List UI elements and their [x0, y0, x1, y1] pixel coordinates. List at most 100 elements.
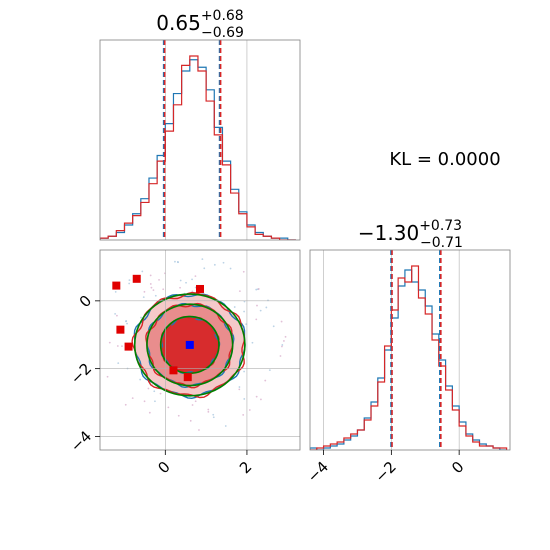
scatter-point [257, 288, 260, 290]
scatter-point [116, 345, 119, 347]
scatter-point [126, 322, 128, 325]
scatter-point [176, 261, 179, 263]
top-series_a-steps [100, 59, 296, 240]
scatter-point [203, 267, 206, 270]
green-contour-2 [133, 293, 246, 397]
scatter-point [212, 416, 215, 419]
scatter-point [191, 404, 194, 406]
right-histogram-frame [309, 249, 511, 451]
scatter-point [256, 304, 258, 307]
scatter-point [222, 261, 225, 264]
contour-xtick-label-0: 0 [154, 458, 173, 477]
scatter-point [242, 270, 245, 273]
top-histogram-frame [99, 39, 301, 241]
scatter-point [189, 419, 192, 422]
scatter-point [260, 398, 262, 401]
scatter-point [191, 290, 194, 293]
scatter-point [194, 400, 197, 403]
scatter-point [238, 388, 241, 391]
scatter-point [142, 296, 145, 299]
contour-xtick-label-1: 2 [236, 458, 255, 477]
blue-marker-0 [185, 340, 194, 349]
scatter-point [238, 386, 241, 388]
scatter-point [194, 275, 197, 278]
scatter-point [179, 286, 181, 289]
right-xtick-label-0: −4 [304, 458, 332, 486]
scatter-point [279, 355, 282, 357]
scatter-point [233, 306, 236, 308]
scatter-point [251, 341, 254, 344]
scatter-point [248, 409, 251, 411]
right-xtick-label-2: 0 [448, 458, 467, 477]
scatter-point [154, 294, 157, 297]
scatter-point [148, 411, 151, 414]
scatter-point [149, 283, 152, 285]
top-histogram-title: 0.65+0.68 [156, 8, 243, 35]
right-series_a-steps [310, 269, 507, 450]
scatter-point [201, 258, 204, 261]
scatter-point [128, 279, 131, 282]
scatter-point [243, 310, 246, 313]
scatter-point [143, 400, 146, 403]
scatter-point [282, 340, 285, 342]
scatter-point [255, 318, 258, 321]
scatter-point [281, 345, 283, 348]
scatter-point [174, 260, 176, 263]
scatter-point [158, 278, 160, 281]
scatter-point [131, 397, 134, 400]
contour-ytick-label-0: 0 [76, 292, 95, 311]
contour-panel: 0 2 0 −2 −4 [67, 249, 301, 477]
contour-frame [99, 249, 301, 451]
scatter-point [242, 414, 245, 416]
top-series_b-steps [100, 55, 296, 240]
scatter-point [125, 320, 128, 322]
right-histogram-title: −1.30+0.73 [358, 218, 462, 245]
scatter-point [177, 414, 180, 417]
scatter-point [153, 390, 156, 393]
scatter-point [124, 403, 127, 406]
scatter-point [149, 274, 152, 277]
kl-annotation: KL = 0.0000 [389, 149, 500, 170]
red-marker-5 [169, 366, 178, 375]
scatter-point [284, 335, 287, 338]
scatter-point [265, 306, 268, 309]
scatter-point [106, 375, 109, 378]
scatter-point [198, 429, 200, 431]
scatter-point [143, 290, 146, 293]
red-marker-3 [116, 325, 125, 334]
scatter-point [213, 263, 216, 266]
scatter-point [140, 316, 142, 319]
scatter-point [207, 410, 210, 413]
top-histogram-title-lower: −0.69 [201, 25, 244, 41]
scatter-point [114, 290, 117, 293]
scatter-point [141, 270, 144, 273]
scatter-point [243, 370, 246, 373]
scatter-point [114, 312, 117, 315]
right-series_b-steps [310, 265, 508, 450]
top-histogram-panel: 0.65+0.68 −0.69 [99, 8, 301, 241]
scatter-point [128, 282, 131, 285]
right-histogram-panel: −1.30+0.73 −0.71 −4 −2 0 [304, 218, 511, 486]
scatter-point [243, 398, 246, 400]
red-marker-1 [132, 274, 141, 283]
green-contour-1 [146, 303, 234, 387]
scatter-point [280, 320, 283, 323]
scatter-point [207, 408, 210, 411]
red-marker-2 [196, 284, 204, 293]
scatter-point [147, 387, 150, 390]
scatter-point [255, 395, 258, 398]
red-marker-0 [112, 281, 121, 290]
scatter-point [185, 281, 187, 284]
right-xtick-label-1: −2 [371, 458, 399, 486]
scatter-point [117, 362, 120, 365]
scatter-point [238, 290, 241, 293]
scatter-point [224, 425, 227, 427]
scatter-point [154, 400, 156, 403]
scatter-point [167, 406, 170, 409]
right-histogram-title-lower: −0.71 [420, 235, 463, 251]
contour-ytick-label-1: −2 [67, 359, 95, 387]
red-marker-6 [183, 373, 192, 382]
scatter-point [116, 314, 118, 317]
scatter-point [150, 286, 153, 289]
